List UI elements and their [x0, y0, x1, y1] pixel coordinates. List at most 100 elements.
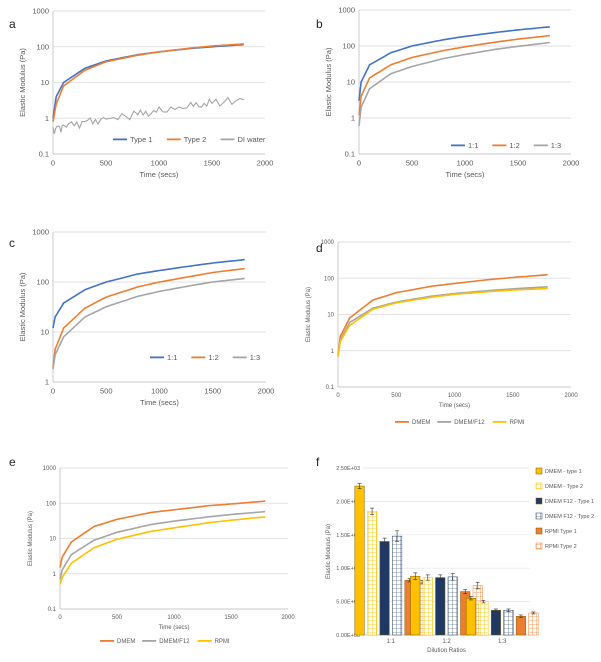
x-axis-title: Time (secs) — [439, 403, 470, 409]
y-tick-label: 0.00E+00 — [336, 633, 360, 639]
x-tick-label: 1500 — [224, 615, 238, 621]
series-line-1-2 — [52, 267, 245, 368]
panel-f: f 0.00E+00 5.00E+02 1.00E+03 1.50E+03 2.00E+0… — [316, 455, 594, 654]
x-tick-label: 0 — [58, 615, 62, 621]
panel-b: b 0.1 1 10 100 1000 0 500 1000 1500 2000 Time (secs… — [316, 6, 579, 179]
legend-entry: RPMI — [215, 639, 230, 645]
legend-swatch — [535, 527, 543, 535]
y-tick-label: 1000 — [321, 240, 335, 246]
series-line-rpmi — [337, 287, 548, 357]
series-line-rpmi — [59, 516, 266, 585]
y-tick-label: 10 — [327, 313, 334, 319]
legend-entry: 1:1 — [468, 141, 478, 150]
x-tick-label: 500 — [100, 387, 113, 396]
panel-e: e 0.1 1 10 100 1000 0 500 1000 1500 2000 Time (secs… — [9, 455, 295, 645]
legend-entry: DMEM F12 - Type 1 — [545, 499, 594, 505]
y-axis-title: Elastic Modulus (Pa) — [18, 272, 27, 341]
x-tick-label: 0 — [357, 159, 361, 168]
panel-letter: c — [9, 236, 15, 250]
y-tick-label: 1 — [45, 114, 49, 123]
y-tick-label: 1000 — [32, 7, 49, 16]
series-line-type-2 — [52, 43, 244, 122]
y-tick-label: 1 — [351, 114, 355, 123]
legend-swatch — [535, 512, 543, 520]
x-tick-label: 1000 — [448, 393, 462, 399]
bar-dmem-f12-type-1-1-3 — [490, 610, 501, 636]
legend-swatch — [535, 467, 543, 475]
legend-entry: 1:1 — [167, 353, 177, 362]
y-tick-label: 1000 — [338, 6, 355, 15]
y-tick-label: 100 — [46, 501, 57, 507]
x-tick-label: 1000 — [151, 387, 168, 396]
y-tick-label: 5.00E+02 — [336, 600, 360, 606]
bar-dmem-f12-type-2-1-1 — [392, 535, 403, 636]
y-tick-label: 10 — [49, 537, 56, 543]
x-tick-label: 500 — [406, 159, 419, 168]
y-axis-title: Elastic Modulus (Pa) — [324, 47, 333, 116]
y-tick-label: 100 — [324, 276, 335, 282]
bar-dmem-f12-type-2-1-2 — [447, 576, 458, 636]
y-tick-label: 1.00E+03 — [336, 566, 360, 572]
bar-dmem-type-2-1-3 — [478, 601, 489, 636]
bar-rpmi-type-1-1-3 — [515, 616, 526, 636]
legend-entry: 1:3 — [250, 353, 260, 362]
series-line-1-3 — [52, 277, 245, 370]
y-tick-label: 1000 — [43, 466, 57, 472]
panel-letter: b — [316, 17, 323, 31]
x-tick-label: 1:2 — [442, 639, 451, 645]
legend-swatch — [535, 497, 543, 505]
x-axis-title: Time (secs) — [158, 625, 189, 631]
y-tick-label: 100 — [342, 42, 355, 51]
legend-entry: DMEM - type 1 — [545, 469, 582, 475]
y-tick-label: 10 — [347, 78, 355, 87]
y-tick-label: 0.1 — [48, 607, 57, 613]
y-tick-label: 100 — [36, 42, 49, 51]
x-tick-label: 1500 — [510, 159, 527, 168]
series-line-dmem — [59, 500, 266, 568]
x-tick-label: 500 — [100, 159, 113, 168]
y-axis-title: Elastic Modulus (Pa) — [18, 48, 27, 117]
legend-entry: 1:2 — [509, 141, 519, 150]
y-axis-title: Elastic Modulus (Pa) — [306, 287, 312, 342]
legend-entry: RPMI Type 1 — [545, 529, 577, 535]
panel-letter: e — [9, 455, 16, 469]
x-tick-label: 0 — [51, 387, 55, 396]
x-tick-label: 1000 — [167, 615, 181, 621]
x-axis-title: Dilution Ratios — [427, 648, 466, 654]
series-line-1-2 — [358, 34, 550, 116]
y-tick-label: 1000 — [32, 228, 49, 237]
y-tick-label: 0.1 — [345, 150, 355, 159]
x-tick-label: 1:3 — [498, 639, 507, 645]
y-tick-label: 2.00E+03 — [336, 499, 360, 505]
y-tick-label: 1 — [45, 378, 49, 387]
y-tick-label: 100 — [36, 278, 49, 287]
panel-letter: f — [316, 455, 320, 469]
y-tick-label: 0.1 — [326, 385, 335, 391]
series-line-1-1 — [358, 26, 550, 101]
x-tick-label: 2000 — [564, 393, 578, 399]
legend-entry: DMEM/F12 — [454, 420, 485, 426]
panel-a: a 0.1 1 10 100 1000 0 500 1000 1500 2000 Time (secs… — [9, 7, 273, 179]
legend-entry: 1:3 — [551, 141, 561, 150]
y-tick-label: 1.50E+03 — [336, 533, 360, 539]
y-tick-label: 2.50E+03 — [336, 466, 360, 472]
series-line-dmem — [337, 273, 548, 355]
legend-entry: DMEM F12 - Type 2 — [545, 514, 594, 520]
legend-entry: RPMI — [510, 420, 525, 426]
bar-dmem-type-1-1-2 — [410, 575, 421, 636]
y-tick-label: 0.1 — [39, 150, 49, 159]
bar-dmem-type-2-1-2 — [422, 577, 433, 636]
series-line-dmem-f12 — [59, 510, 266, 580]
series-line-type-1 — [52, 43, 244, 119]
x-tick-label: 1000 — [457, 159, 474, 168]
x-axis-title: Time (secs) — [140, 398, 179, 407]
legend-entry: RPMI Type 2 — [545, 544, 577, 550]
legend-swatch — [535, 542, 543, 550]
y-tick-label: 1 — [331, 349, 335, 355]
series-line-1-1 — [52, 258, 245, 329]
x-axis-title: Time (secs) — [140, 170, 179, 179]
bar-dmem-f12-type-2-1-3 — [503, 610, 514, 636]
legend-entry: DMEM — [117, 639, 135, 645]
legend-entry: DMEM/F12 — [159, 639, 190, 645]
